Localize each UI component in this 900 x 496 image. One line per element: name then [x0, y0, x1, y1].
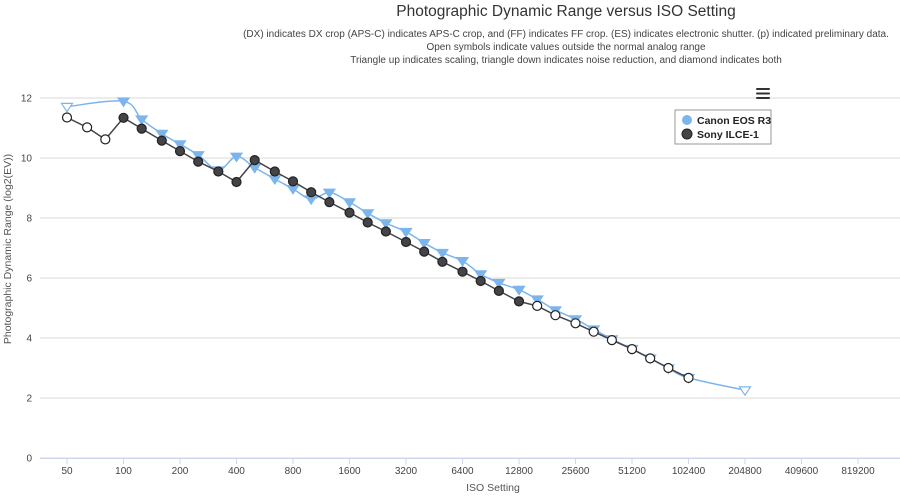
chart-title: Photographic Dynamic Range versus ISO Se…	[396, 3, 735, 20]
data-point[interactable]	[532, 300, 543, 311]
data-point[interactable]	[191, 151, 205, 162]
data-point[interactable]	[174, 146, 186, 157]
x-tick-label: 3200	[395, 466, 418, 477]
x-tick-label: 50	[61, 466, 73, 477]
data-point[interactable]	[400, 236, 412, 248]
x-tick-label: 200	[172, 466, 189, 477]
data-point[interactable]	[324, 197, 335, 208]
data-point[interactable]	[474, 270, 488, 281]
data-point[interactable]	[419, 246, 430, 257]
plot-area	[60, 97, 752, 397]
data-point[interactable]	[118, 112, 129, 123]
data-point[interactable]	[306, 187, 317, 198]
data-point[interactable]	[100, 134, 111, 145]
x-tick-label: 819200	[841, 466, 875, 477]
data-point[interactable]	[550, 310, 561, 321]
data-point[interactable]	[249, 155, 260, 166]
data-point[interactable]	[193, 156, 204, 167]
data-point[interactable]	[61, 112, 73, 123]
data-point[interactable]	[380, 226, 391, 237]
data-point[interactable]	[116, 97, 131, 108]
data-point[interactable]	[229, 152, 244, 163]
data-point[interactable]	[588, 326, 599, 337]
x-tick-label: 204800	[728, 466, 762, 477]
legend-item-canon-eos-r3[interactable]: Canon EOS R3	[682, 115, 771, 127]
data-point[interactable]	[322, 188, 336, 199]
data-point[interactable]	[287, 176, 299, 187]
y-tick-label: 4	[26, 334, 32, 345]
data-point[interactable]	[269, 166, 280, 177]
x-tick-label: 409600	[785, 466, 819, 477]
data-point[interactable]	[135, 115, 149, 126]
data-point[interactable]	[213, 166, 224, 177]
data-point[interactable]	[512, 285, 526, 296]
x-tick-label: 100	[115, 466, 132, 477]
data-point[interactable]	[268, 175, 282, 186]
data-point[interactable]	[455, 257, 470, 267]
data-point[interactable]	[493, 285, 504, 296]
data-point[interactable]	[606, 335, 617, 346]
axes: 0 2 4 6 8 10 12 50 100 200 400 800 1600 3200 6400 12800…	[21, 94, 900, 477]
data-point[interactable]	[399, 227, 413, 238]
data-point[interactable]	[361, 209, 375, 220]
legend-label: Canon EOS R3	[697, 115, 771, 127]
data-point[interactable]	[156, 135, 167, 146]
x-axis-title: ISO Setting	[466, 482, 520, 494]
data-point[interactable]	[231, 176, 242, 188]
data-point[interactable]	[663, 362, 674, 374]
data-point[interactable]	[530, 295, 544, 306]
x-tick-label: 1600	[338, 466, 361, 477]
data-point[interactable]	[475, 275, 486, 287]
legend-swatch	[682, 115, 692, 125]
data-point[interactable]	[738, 386, 752, 397]
legend-box	[674, 109, 772, 145]
y-axis-title: Photographic Dynamic Range (log2(EV))	[2, 154, 14, 344]
chart-subtitle-line-2: Open symbols indicate values outside the…	[426, 42, 705, 53]
y-tick-label: 0	[26, 454, 32, 465]
x-tick-label: 51200	[618, 466, 646, 477]
series-line	[66, 116, 689, 379]
data-point[interactable]	[437, 256, 448, 267]
gridlines	[40, 97, 900, 459]
data-point[interactable]	[60, 102, 74, 113]
y-tick-label: 6	[26, 274, 32, 285]
hamburger-menu-icon[interactable]	[752, 84, 774, 102]
x-tick-label: 25600	[562, 466, 590, 477]
legend-item-sony-ilce-1[interactable]: Sony ILCE-1	[681, 128, 759, 141]
x-tick-label: 102400	[672, 466, 706, 477]
data-point[interactable]	[173, 140, 187, 151]
data-point[interactable]	[362, 217, 373, 228]
chart-subtitle-line-1: (DX) indicates DX crop (APS-C) indicates…	[243, 29, 889, 40]
data-point[interactable]	[683, 372, 694, 383]
data-point[interactable]	[626, 344, 638, 355]
data-point[interactable]	[570, 318, 581, 329]
data-point[interactable]	[457, 266, 468, 277]
legend-label: Sony ILCE-1	[697, 129, 759, 141]
data-point[interactable]	[136, 123, 147, 134]
y-tick-label: 12	[21, 94, 33, 105]
data-point[interactable]	[342, 198, 357, 209]
x-tick-label: 800	[285, 466, 302, 477]
data-point[interactable]	[492, 278, 506, 289]
data-point[interactable]	[344, 207, 355, 218]
chart-subtitle-line-3: Triangle up indicates scaling, triangle …	[350, 55, 782, 66]
data-point[interactable]	[82, 122, 93, 133]
y-tick-label: 2	[26, 394, 32, 405]
y-tick-label: 10	[21, 154, 33, 165]
x-tick-label: 400	[228, 466, 245, 477]
data-point[interactable]	[645, 353, 656, 364]
x-tick-label: 12800	[505, 466, 533, 477]
legend-swatch	[681, 128, 693, 140]
legend: Canon EOS R3 Sony ILCE-1	[674, 109, 772, 145]
series-sony-ilce-1	[61, 112, 694, 383]
data-point[interactable]	[513, 296, 525, 307]
data-point[interactable]	[379, 219, 393, 230]
y-tick-label: 8	[26, 214, 32, 225]
x-tick-label: 6400	[451, 466, 474, 477]
data-point[interactable]	[286, 185, 300, 195]
data-point[interactable]	[155, 129, 169, 140]
data-point[interactable]	[417, 239, 431, 249]
data-point[interactable]	[435, 248, 449, 259]
